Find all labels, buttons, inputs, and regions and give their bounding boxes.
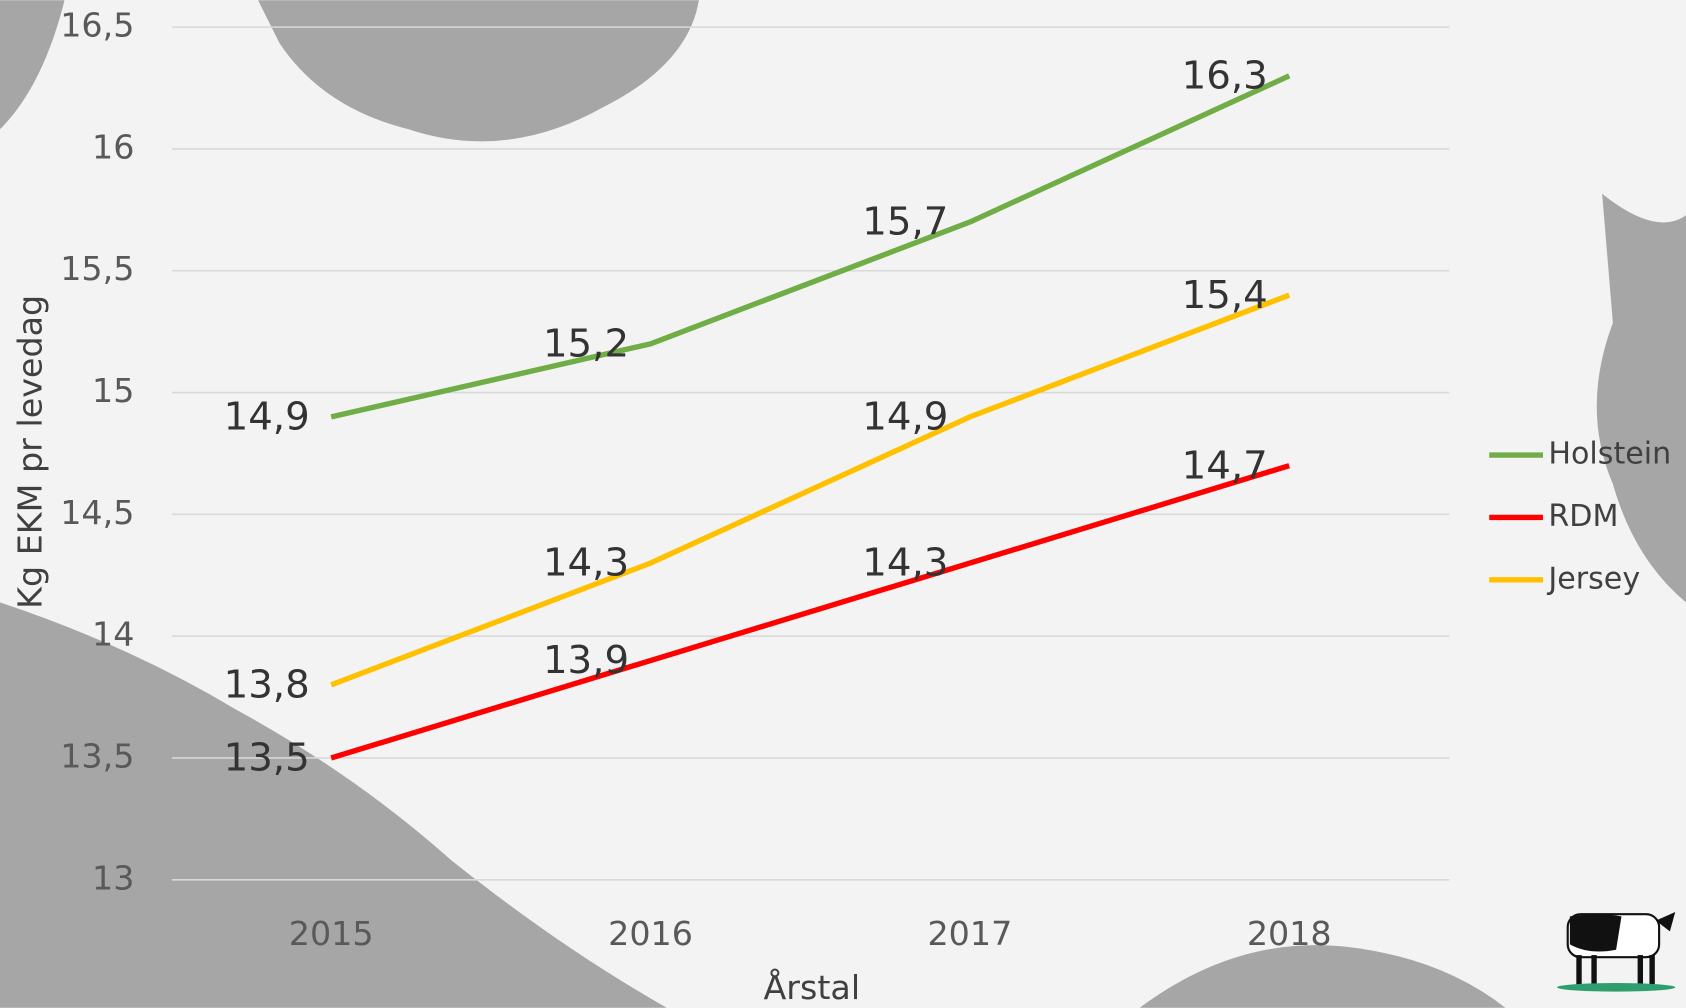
data-label: 14,3 xyxy=(543,541,629,586)
data-label: 14,9 xyxy=(862,395,948,440)
data-label: 14,9 xyxy=(224,395,310,440)
data-label: 13,9 xyxy=(543,638,629,683)
series-line xyxy=(330,292,1291,688)
x-tick-label: 2018 xyxy=(1247,914,1332,953)
series-line xyxy=(330,463,1291,761)
legend-label: Jersey xyxy=(1546,561,1640,596)
x-tick-label: 2017 xyxy=(927,914,1012,953)
y-axis-title: Kg EKM pr levedag xyxy=(11,295,50,609)
x-tick-label: 2016 xyxy=(608,914,693,953)
data-label: 15,4 xyxy=(1182,273,1268,318)
legend-label: Holstein xyxy=(1548,437,1671,472)
y-tick-label: 15 xyxy=(92,371,134,410)
y-tick-label: 14 xyxy=(92,615,134,654)
data-label: 13,5 xyxy=(224,736,310,781)
data-label: 15,2 xyxy=(543,321,629,366)
y-tick-label: 13 xyxy=(92,858,134,897)
y-tick-label: 14,5 xyxy=(60,493,134,532)
x-tick-label: 2015 xyxy=(289,914,374,953)
y-tick-label: 13,5 xyxy=(60,736,134,775)
legend-label: RDM xyxy=(1548,499,1618,534)
data-label: 15,7 xyxy=(862,200,948,245)
y-tick-label: 16,5 xyxy=(60,6,134,45)
data-label: 14,7 xyxy=(1182,443,1268,488)
data-label: 14,3 xyxy=(862,541,948,586)
cow-icon xyxy=(1556,912,1676,992)
y-tick-label: 15,5 xyxy=(60,249,134,288)
data-label: 16,3 xyxy=(1182,53,1268,98)
x-axis-title: Årstal xyxy=(764,967,861,1007)
y-tick-label: 16 xyxy=(92,127,134,166)
series-line xyxy=(330,73,1291,420)
data-label: 13,8 xyxy=(224,663,310,708)
